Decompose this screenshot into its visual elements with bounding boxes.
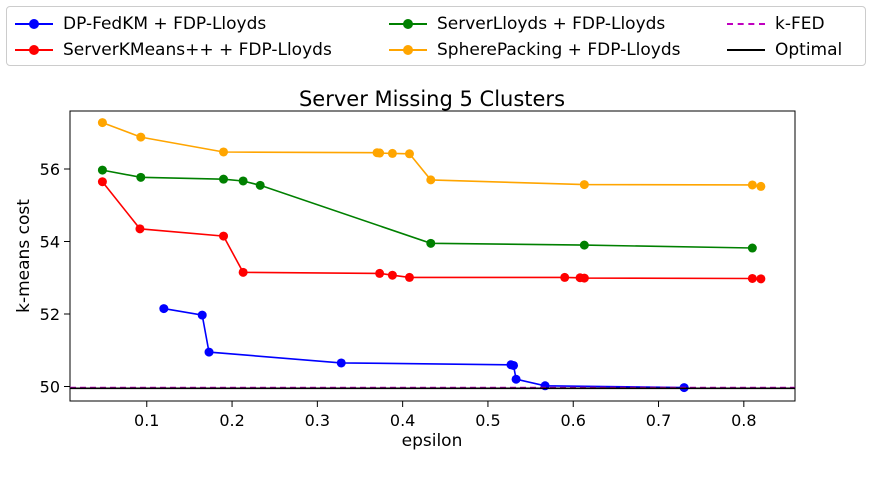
x-tick-label: 0.7 — [646, 411, 671, 430]
legend-label: ServerLloyds + FDP-Lloyds — [437, 14, 666, 34]
legend: DP-FedKM + FDP-Lloyds ServerKMeans++ + F… — [6, 6, 866, 66]
legend-swatch-black — [727, 39, 765, 61]
legend-item-kfed: k-FED — [727, 13, 825, 35]
legend-swatch-orange — [389, 39, 427, 61]
series-group — [70, 118, 795, 393]
x-tick-label: 0.5 — [475, 411, 500, 430]
data-point — [579, 273, 589, 283]
legend-item-serverkmeans: ServerKMeans++ + FDP-Lloyds — [15, 39, 332, 61]
data-point — [238, 267, 248, 277]
data-point — [756, 274, 766, 284]
data-point — [579, 180, 589, 190]
x-tick-label: 0.1 — [134, 411, 159, 430]
y-tick-label: 54 — [40, 233, 60, 252]
data-point — [404, 149, 414, 159]
x-tick-label: 0.6 — [561, 411, 586, 430]
data-point — [579, 240, 589, 250]
axis-ticks: 0.1 0.2 0.3 0.4 0.5 0.6 0.7 0.8 50 52 54 56 — [40, 160, 757, 430]
data-point — [238, 176, 248, 186]
data-point — [219, 174, 229, 184]
data-point — [219, 231, 229, 241]
data-point — [747, 273, 757, 283]
series-1 — [97, 177, 766, 284]
data-point — [747, 243, 757, 253]
series-0 — [159, 304, 689, 393]
data-point — [255, 180, 265, 190]
legend-item-serverlloyds: ServerLloyds + FDP-Lloyds — [389, 13, 665, 35]
legend-item-dp-fedkm: DP-FedKM + FDP-Lloyds — [15, 13, 266, 35]
data-point — [756, 181, 766, 191]
data-point — [204, 347, 214, 357]
series-2 — [97, 165, 757, 253]
x-tick-label: 0.3 — [305, 411, 330, 430]
legend-label: SpherePacking + FDP-Lloyds — [437, 40, 681, 60]
series-line — [102, 169, 753, 249]
legend-label: DP-FedKM + FDP-Lloyds — [63, 14, 267, 34]
x-axis-label: epsilon — [402, 431, 463, 451]
legend-item-spherepacking: SpherePacking + FDP-Lloyds — [389, 39, 681, 61]
legend-swatch-magenta-dashed — [727, 13, 765, 35]
plot-area — [69, 110, 796, 402]
series-3 — [97, 118, 766, 191]
data-point — [197, 310, 207, 320]
data-point — [404, 272, 414, 282]
y-tick-label: 52 — [40, 305, 60, 324]
chart-title: Server Missing 5 Clusters — [299, 87, 565, 111]
data-point — [97, 118, 107, 128]
data-point — [136, 172, 146, 182]
data-point — [747, 180, 757, 190]
data-point — [375, 268, 385, 278]
data-point — [159, 304, 169, 314]
data-point — [511, 374, 521, 384]
y-tick-label: 50 — [40, 378, 60, 397]
legend-label: k-FED — [775, 14, 825, 34]
x-tick-label: 0.2 — [219, 411, 244, 430]
legend-swatch-green — [389, 13, 427, 35]
data-point — [426, 175, 436, 185]
data-point — [560, 272, 570, 282]
x-tick-label: 0.4 — [390, 411, 415, 430]
data-point — [135, 224, 145, 234]
legend-swatch-red — [15, 39, 53, 61]
series-line — [101, 181, 761, 280]
legend-item-optimal: Optimal — [727, 39, 842, 61]
data-point — [97, 165, 107, 175]
data-point — [97, 177, 107, 187]
data-point — [509, 360, 519, 370]
y-axis-label: k-means cost — [14, 199, 34, 313]
data-point — [336, 358, 346, 368]
data-point — [136, 132, 146, 142]
data-point — [426, 238, 436, 248]
data-point — [219, 147, 229, 157]
legend-label: Optimal — [775, 40, 843, 60]
legend-swatch-blue — [15, 13, 53, 35]
legend-label: ServerKMeans++ + FDP-Lloyds — [63, 40, 332, 60]
data-point — [375, 148, 385, 158]
y-tick-label: 56 — [40, 160, 60, 179]
x-tick-label: 0.8 — [731, 411, 756, 430]
data-point — [387, 148, 397, 158]
data-point — [387, 270, 397, 280]
